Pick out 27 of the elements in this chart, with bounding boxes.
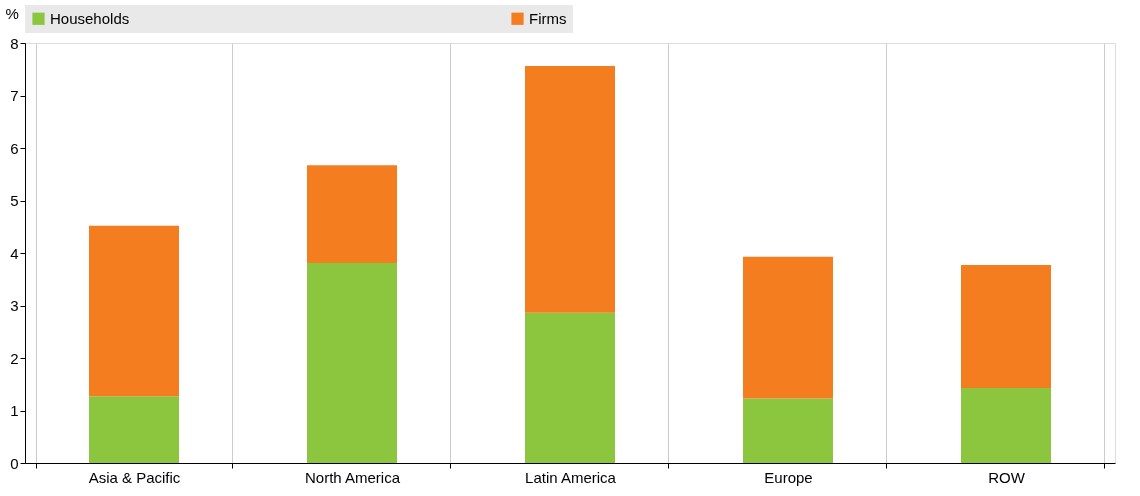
y-tick-label: 6 [10, 139, 19, 157]
bar [961, 265, 1051, 388]
y-tick-label: 4 [10, 244, 19, 262]
x-tick-label: Europe [764, 468, 813, 486]
bar [525, 312, 615, 463]
bar [89, 225, 179, 397]
bar [743, 398, 833, 463]
bar [307, 165, 397, 263]
x-tick-label: North America [304, 468, 401, 486]
bar [525, 66, 615, 313]
y-tick-label: 7 [10, 87, 19, 104]
y-tick-label: 8 [10, 34, 19, 52]
bar [307, 262, 397, 463]
y-tick-label: 1 [10, 402, 19, 419]
y-tick-label: 3 [10, 297, 19, 314]
legend-label: Households [50, 9, 130, 27]
x-tick-label: ROW [988, 468, 1026, 486]
x-tick-label: Latin America [525, 468, 617, 486]
bar [743, 256, 833, 399]
y-axis-title: % [5, 4, 19, 22]
y-tick-label: 2 [10, 349, 19, 367]
legend-label: Firms [529, 9, 567, 27]
y-tick-label: 5 [10, 192, 19, 209]
x-tick-label: Asia & Pacific [88, 468, 181, 486]
bar [961, 387, 1051, 463]
y-tick-label: 0 [10, 454, 19, 472]
bar [89, 396, 179, 463]
